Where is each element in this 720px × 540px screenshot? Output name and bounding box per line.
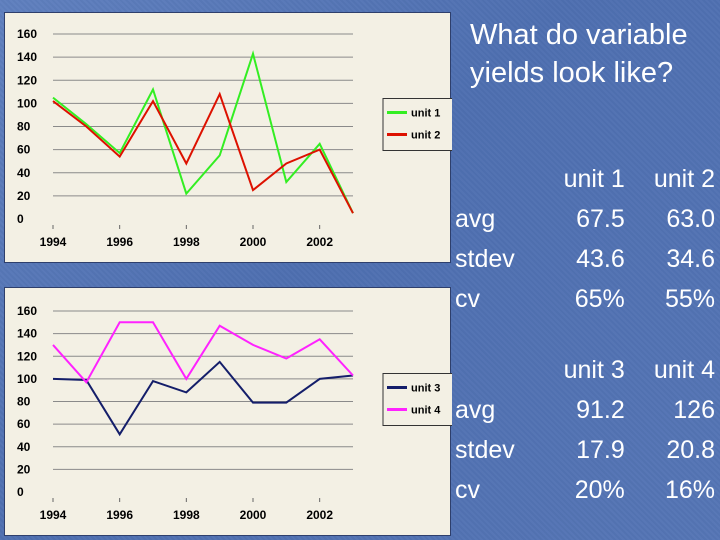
slide-title: What do variable yields look like? (470, 19, 688, 89)
stat-value: 63.0 (666, 205, 715, 233)
line-chart-units-3-4: 0 20 40 60 80 100 120 140 160 1994 1996 1998 2000 200… (17, 304, 452, 522)
x-tick-label: 2000 (240, 235, 267, 249)
stats-table-units-1-2: unit 1 unit 2 avg 67.5 63.0 stdev 43.6 3… (455, 159, 715, 319)
y-tick-label: 40 (17, 166, 31, 180)
column-header: unit 3 (563, 356, 625, 384)
series-line-unit-1 (52, 50, 354, 214)
x-tick-label: 2002 (306, 508, 333, 522)
stat-value: 91.2 (576, 396, 625, 424)
x-tick-label: 1998 (173, 235, 200, 249)
row-label: avg (455, 396, 496, 424)
y-tick-label: 40 (17, 440, 31, 454)
stats-row-stdev: stdev 43.6 34.6 (455, 239, 715, 279)
row-label: cv (455, 476, 480, 504)
series-line-unit-4 (52, 321, 354, 385)
stat-value: 43.6 (576, 245, 625, 273)
stats-header-row: unit 3 unit 4 (455, 350, 715, 390)
y-tick-label: 60 (17, 143, 31, 157)
stat-value: 16% (664, 476, 715, 504)
stat-value: 20.8 (666, 436, 715, 464)
row-label: stdev (455, 245, 515, 273)
y-tick-label: 20 (17, 189, 31, 203)
stat-value: 67.5 (576, 205, 625, 233)
x-tick-label: 1994 (40, 235, 67, 249)
y-tick-label: 140 (17, 50, 37, 64)
legend-label-unit-2: unit 2 (411, 130, 440, 142)
legend-label-unit-1: unit 1 (411, 108, 440, 120)
column-header: unit 1 (563, 165, 625, 193)
stats-header-row: unit 1 unit 2 (455, 159, 715, 199)
legend-label-unit-3: unit 3 (411, 383, 440, 395)
chart-panel-units-3-4: 0 20 40 60 80 100 120 140 160 1994 1996 1998 2000 200… (4, 287, 452, 536)
stats-table-units-3-4: unit 3 unit 4 avg 91.2 126 stdev 17.9 20… (455, 350, 715, 510)
line-chart-units-1-2: 0 20 40 60 80 100 120 140 160 1994 1996 1998 2000 200… (17, 27, 452, 249)
y-tick-label: 60 (17, 417, 31, 431)
y-tick-label: 0 (17, 212, 24, 226)
legend-box (382, 98, 452, 151)
y-tick-label: 120 (17, 349, 37, 363)
x-tick-label: 1996 (106, 235, 133, 249)
row-label: cv (455, 285, 480, 313)
x-tick-label: 2000 (240, 508, 267, 522)
column-header: unit 2 (653, 165, 715, 193)
legend-label-unit-4: unit 4 (411, 405, 441, 417)
y-tick-label: 80 (17, 395, 31, 409)
stats-row-cv: cv 65% 55% (455, 279, 715, 319)
x-tick-label: 2002 (306, 235, 333, 249)
legend-box (382, 373, 452, 426)
stat-value: 65% (574, 285, 625, 313)
stats-row-stdev: stdev 17.9 20.8 (455, 430, 715, 470)
row-label: avg (455, 205, 496, 233)
stats-row-avg: avg 67.5 63.0 (455, 199, 715, 239)
stat-value: 126 (673, 396, 715, 424)
stat-value: 17.9 (576, 436, 625, 464)
stat-value: 20% (574, 476, 625, 504)
stat-value: 34.6 (666, 245, 715, 273)
series-line-unit-3 (52, 360, 354, 437)
stats-row-cv: cv 20% 16% (455, 470, 715, 510)
y-tick-label: 160 (17, 27, 37, 41)
y-tick-label: 160 (17, 304, 37, 318)
stats-row-avg: avg 91.2 126 (455, 390, 715, 430)
y-tick-label: 80 (17, 120, 31, 134)
x-tick-label: 1994 (40, 508, 67, 522)
row-label: stdev (455, 436, 515, 464)
y-tick-label: 0 (17, 485, 24, 499)
stat-value: 55% (664, 285, 715, 313)
y-tick-label: 20 (17, 462, 31, 476)
y-tick-label: 140 (17, 327, 37, 341)
series-line-unit-2 (52, 91, 354, 214)
y-tick-label: 100 (17, 96, 37, 110)
y-tick-label: 120 (17, 73, 37, 87)
x-tick-label: 1998 (173, 508, 200, 522)
x-tick-label: 1996 (106, 508, 133, 522)
chart-panel-units-1-2: 0 20 40 60 80 100 120 140 160 1994 1996 1998 2000 200… (4, 12, 452, 263)
column-header: unit 4 (653, 356, 715, 384)
y-tick-label: 100 (17, 372, 37, 386)
